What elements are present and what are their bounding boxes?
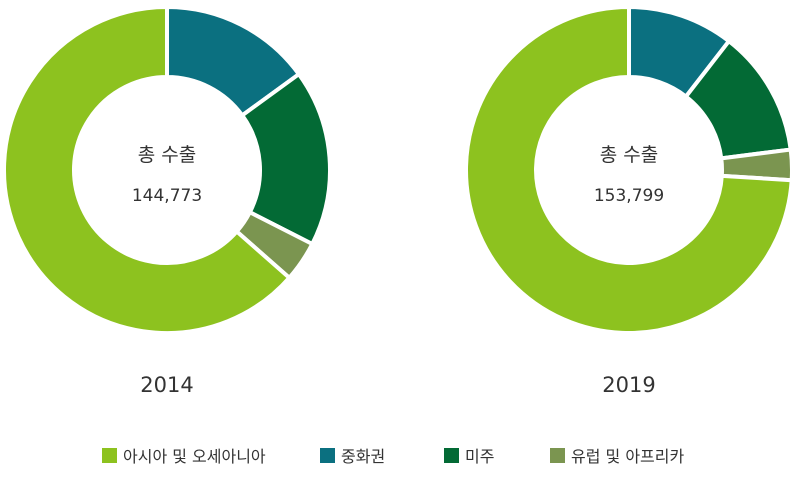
donut-chart-2019: 총 수출 153,799 2019	[464, 4, 794, 397]
legend-item-asia-oceania: 아시아 및 오세아니아	[102, 440, 266, 470]
center-title-2019: 총 수출	[600, 144, 658, 166]
slice-2019-asia-oceania	[464, 4, 794, 335]
legend-swatch-americas	[444, 447, 459, 463]
legend-item-americas: 미주	[444, 440, 494, 470]
year-label-2014: 2014	[140, 373, 193, 397]
slices-2014	[2, 4, 332, 335]
legend-label-greater-china: 중화권	[341, 447, 386, 466]
year-label-2019: 2019	[602, 373, 655, 397]
center-value-2019: 153,799	[594, 186, 664, 206]
slice-2014-asia-oceania	[2, 4, 293, 335]
legend-label-asia-oceania: 아시아 및 오세아니아	[123, 447, 266, 466]
legend-label-europe-africa: 유럽 및 아프리카	[571, 447, 685, 466]
legend-swatch-europe-africa	[550, 447, 565, 463]
center-title-2014: 총 수출	[138, 144, 196, 166]
slices-2019	[464, 4, 794, 335]
legend-label-americas: 미주	[465, 447, 495, 466]
legend-item-greater-china: 중화권	[320, 440, 385, 470]
legend-swatch-greater-china	[320, 447, 335, 463]
legend-swatch-asia-oceania	[102, 447, 117, 463]
center-value-2014: 144,773	[132, 186, 202, 206]
legend-item-europe-africa: 유럽 및 아프리카	[550, 440, 684, 470]
legend: 아시아 및 오세아니아 중화권 미주 유럽 및 아프리카	[0, 440, 800, 470]
donut-chart-2014: 총 수출 144,773 2014	[2, 4, 332, 397]
donut-charts: 총 수출 144,773 2014 총 수출 153,799 2019	[2, 4, 794, 397]
